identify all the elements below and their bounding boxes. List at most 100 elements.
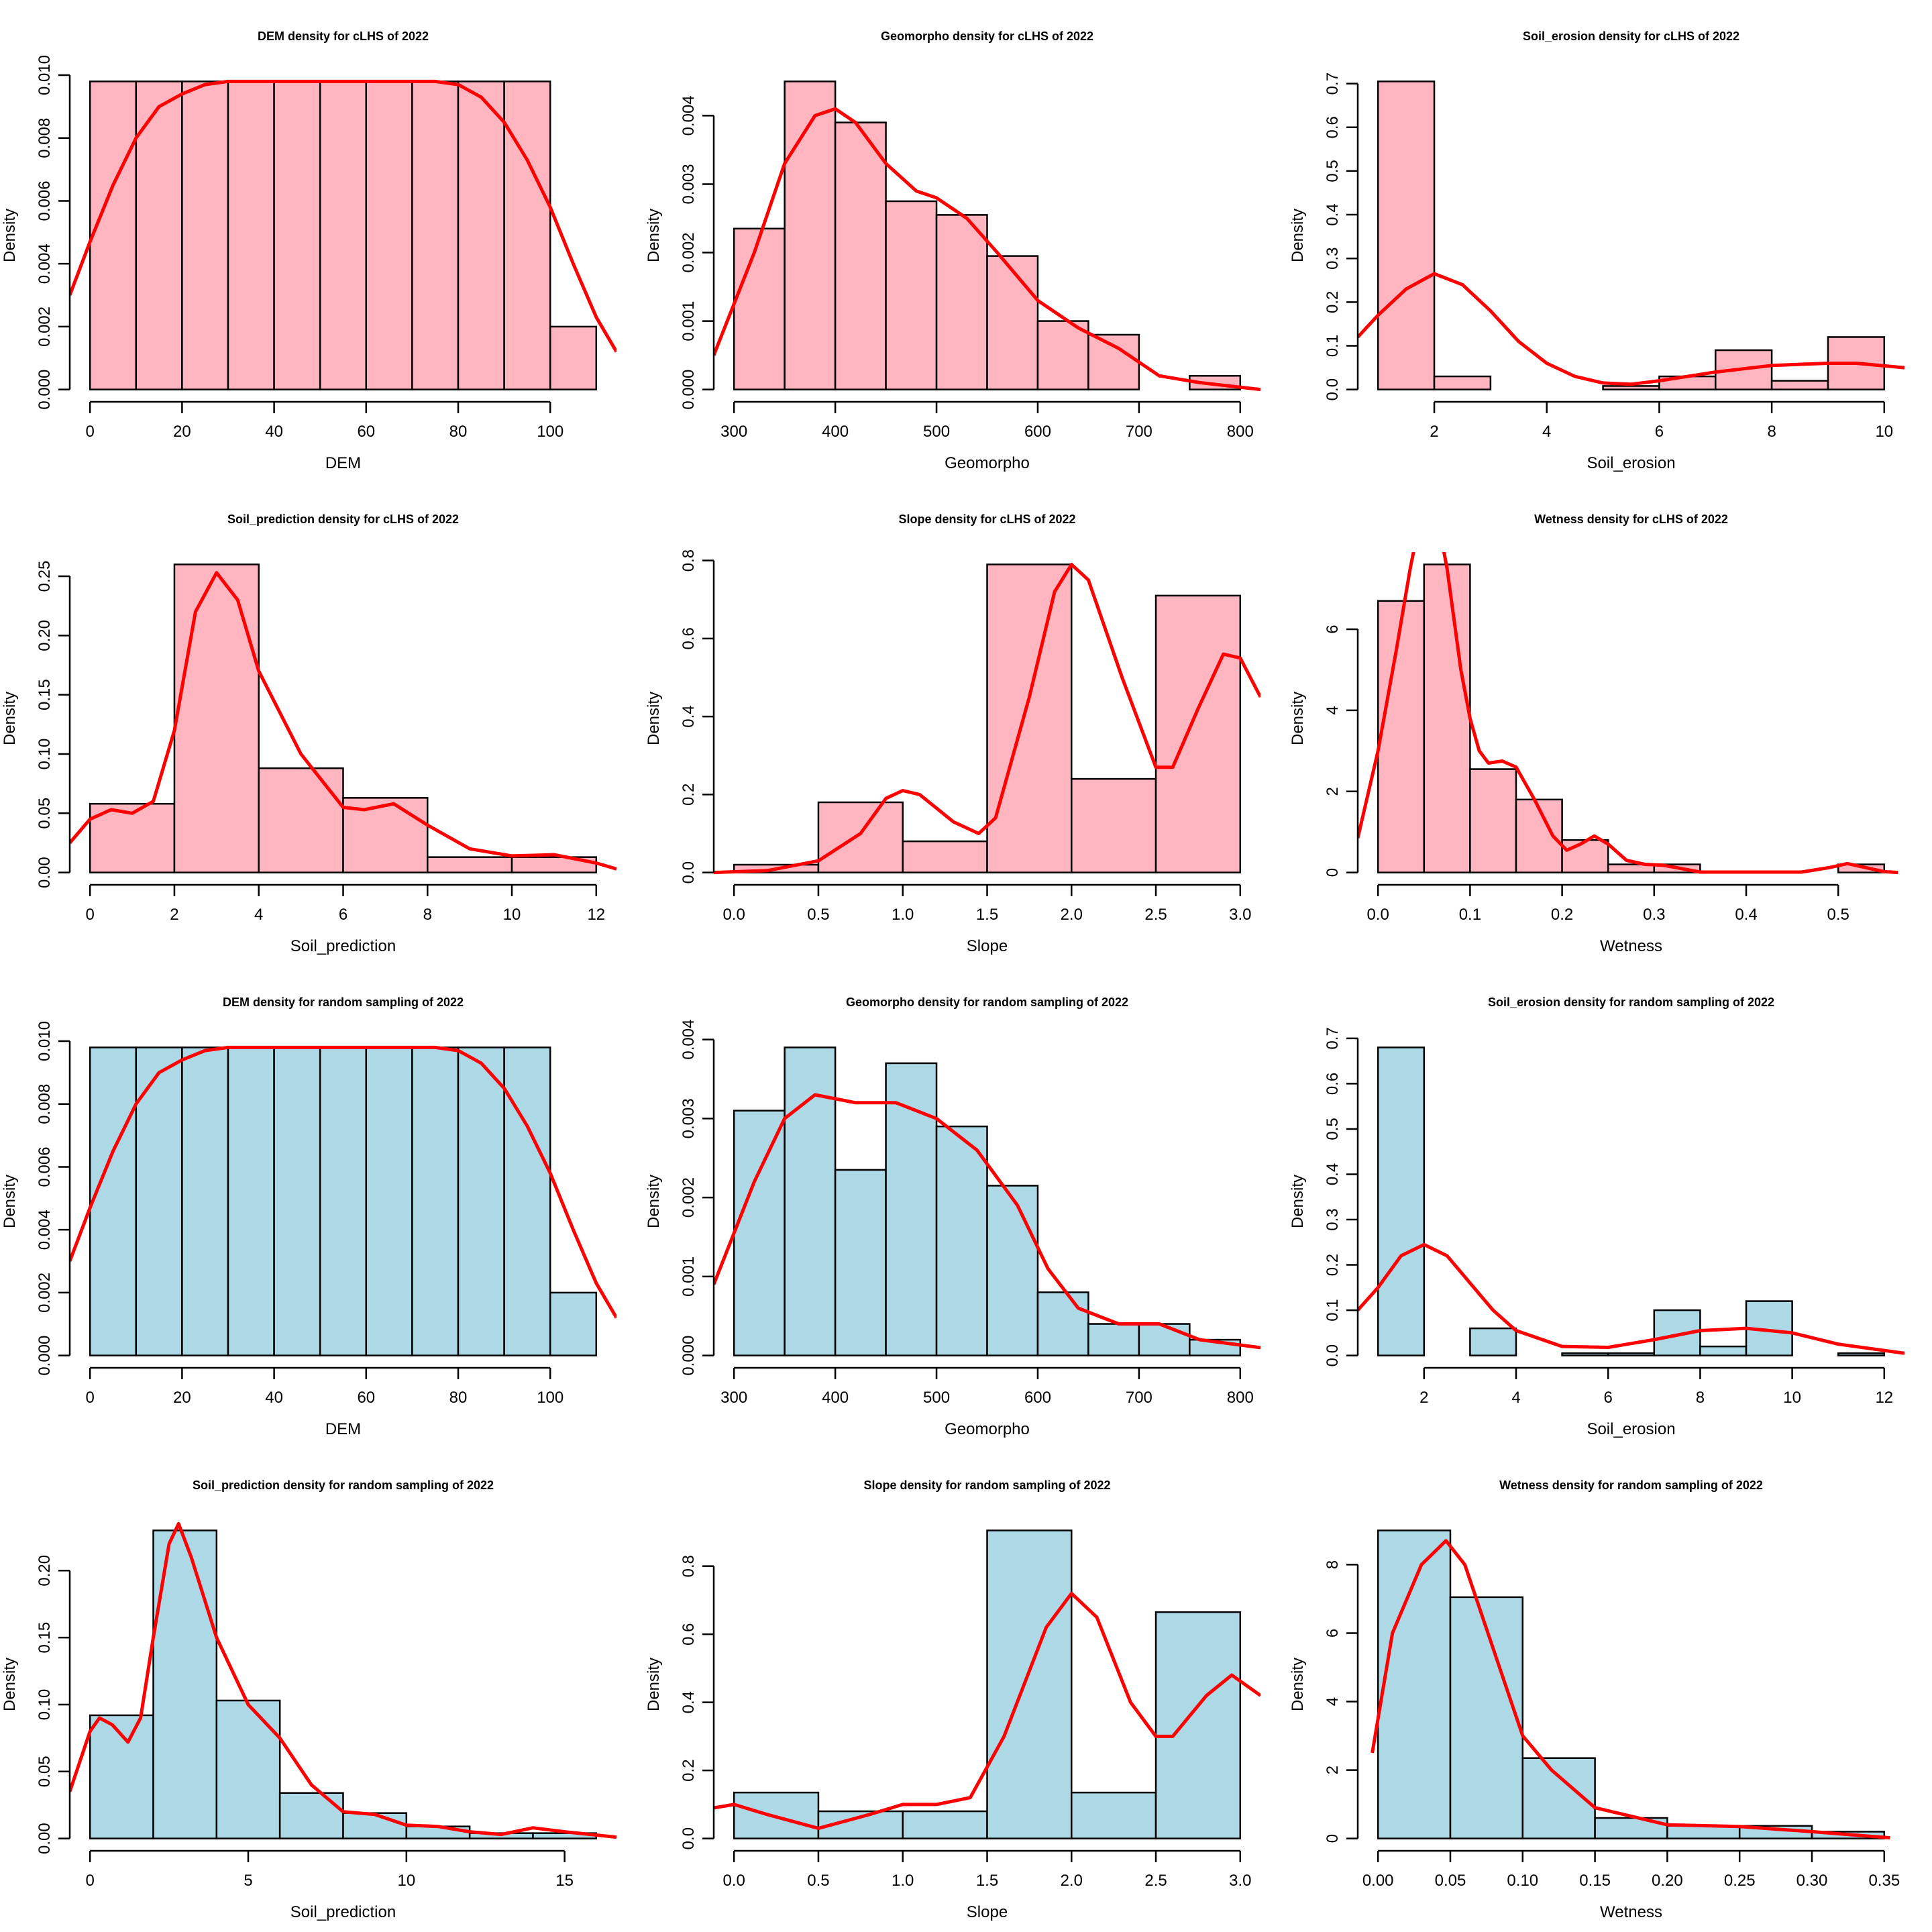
histogram-bar [1449,1596,1524,1839]
x-tick-label: 300 [720,1389,747,1407]
y-tick-label: 0.3 [1324,248,1342,270]
histogram-bar [902,1810,988,1839]
x-tick-label: 0.10 [1507,1872,1538,1890]
x-axis-label: Soil_prediction [290,937,396,955]
y-tick-label: 2 [1324,787,1342,796]
chart-title: DEM density for random sampling of 2022 [223,996,464,1009]
x-tick-label: 0.5 [807,1872,829,1890]
histogram-bar [817,801,904,873]
histogram-panel: 0 20 40 60 80 100 0.000 0.002 0.004 0.006 0.008 0.0… [1,996,616,1438]
histogram-panel: 2 4 6 8 10 0.0 0.1 0.2 0.3 0.4 0.5 0.6 0.7 Soil_erosi… [1289,30,1904,472]
y-tick-label: 0.004 [680,1020,698,1060]
y-tick-label: 0.003 [680,164,698,204]
y-tick-label: 0.2 [1324,291,1342,313]
x-tick-label: 2 [170,906,178,924]
x-axis-label: Geomorpho [945,1420,1030,1438]
x-tick-label: 0.00 [1362,1872,1394,1890]
histogram-bar [784,1046,837,1356]
chart-title: Wetness density for cLHS of 2022 [1534,513,1728,526]
y-tick-label: 0.1 [1324,1299,1342,1321]
x-tick-label: 10 [503,906,521,924]
chart-title: Wetness density for random sampling of 2… [1499,1479,1763,1492]
histogram-panel: 0.0 0.5 1.0 1.5 2.0 2.5 3.0 0.0 0.2 0.4 0.6 0.8 Slop… [645,513,1260,955]
y-tick-label: 0.10 [36,1689,54,1721]
x-tick-label: 400 [822,1389,849,1407]
y-tick-label: 0.8 [680,1555,698,1577]
y-tick-label: 0.3 [1324,1208,1342,1230]
histogram-bar [1377,80,1436,390]
y-tick-label: 0.5 [1324,160,1342,182]
x-tick-label: 2.5 [1144,906,1167,924]
x-tick-label: 0.0 [1366,906,1389,924]
x-tick-label: 40 [265,1389,283,1407]
x-axis-label: Slope [967,937,1008,955]
histogram-bar [319,80,368,390]
y-tick-label: 0.6 [1324,116,1342,138]
x-axis-label: Soil_prediction [290,1903,396,1921]
x-tick-label: 12 [587,906,605,924]
x-tick-label: 80 [449,423,468,441]
x-tick-label: 3.0 [1229,1872,1251,1890]
density-curve [70,79,616,353]
x-tick-label: 8 [1767,423,1776,441]
x-tick-label: 10 [1783,1389,1801,1407]
y-tick-label: 0.000 [680,1336,698,1376]
histogram-bar [427,856,513,873]
x-tick-label: 2.0 [1061,1872,1083,1890]
y-tick-label: 0.004 [36,1210,54,1250]
x-axis-label: Slope [967,1903,1008,1921]
x-tick-label: 6 [1655,423,1664,441]
y-tick-label: 0.006 [36,180,54,221]
x-tick-label: 0.3 [1643,906,1665,924]
y-axis-label: Density [1,1175,19,1228]
y-tick-label: 0.002 [680,1177,698,1218]
histogram-panel: 0.0 0.5 1.0 1.5 2.0 2.5 3.0 0.0 0.2 0.4 0.6 0.8 Slop… [645,1479,1260,1921]
y-tick-label: 0.6 [680,1623,698,1645]
y-tick-label: 0.004 [36,244,54,284]
density-curve [714,1591,1260,1830]
density-curve [70,1045,616,1319]
x-tick-label: 600 [1024,1389,1051,1407]
histogram-bar [902,840,988,873]
histogram-bar [89,80,138,390]
y-tick-label: 6 [1324,625,1342,633]
y-axis-label: Density [1,209,19,262]
density-curve [70,1521,616,1839]
x-tick-label: 0.30 [1796,1872,1828,1890]
x-tick-label: 300 [720,423,747,441]
y-tick-label: 0.05 [36,1756,54,1787]
histogram-bar [1071,1791,1157,1839]
x-tick-label: 0.25 [1724,1872,1756,1890]
y-tick-label: 0.002 [680,232,698,272]
x-tick-label: 60 [357,1389,375,1407]
histogram-bar [549,1291,598,1356]
x-tick-label: 1.0 [892,1872,914,1890]
x-tick-label: 5 [244,1872,252,1890]
density-curve [714,107,1260,392]
histogram-bar [1602,385,1660,390]
y-tick-label: 0.5 [1324,1118,1342,1140]
x-tick-label: 0.20 [1652,1872,1683,1890]
y-tick-label: 0.4 [1324,1163,1342,1185]
x-tick-label: 0.2 [1551,906,1573,924]
histogram-bar [405,1825,471,1839]
x-tick-label: 12 [1875,1389,1893,1407]
x-tick-label: 1.5 [976,1872,998,1890]
y-tick-label: 0.05 [36,798,54,829]
x-tick-label: 0 [86,1389,95,1407]
x-tick-label: 0.1 [1459,906,1481,924]
y-axis-label: Density [1289,1658,1307,1711]
histogram-bar [319,1046,368,1356]
x-tick-label: 10 [397,1872,415,1890]
x-tick-label: 8 [1696,1389,1705,1407]
y-tick-label: 0.6 [680,627,698,649]
y-axis-label: Density [1289,209,1307,262]
x-axis-label: Wetness [1600,937,1662,955]
chart-title: Geomorpho density for random sampling of… [846,996,1128,1009]
x-tick-label: 600 [1024,423,1051,441]
histogram-bar [365,1046,413,1356]
histogram-panel: 0 2 4 6 8 10 12 0.00 0.05 0.10 0.15 0.20 0.25 Soil_pr… [1,513,616,955]
histogram-bar [1087,1323,1140,1356]
x-tick-label: 2.0 [1061,906,1083,924]
histogram-bar [1469,768,1517,873]
